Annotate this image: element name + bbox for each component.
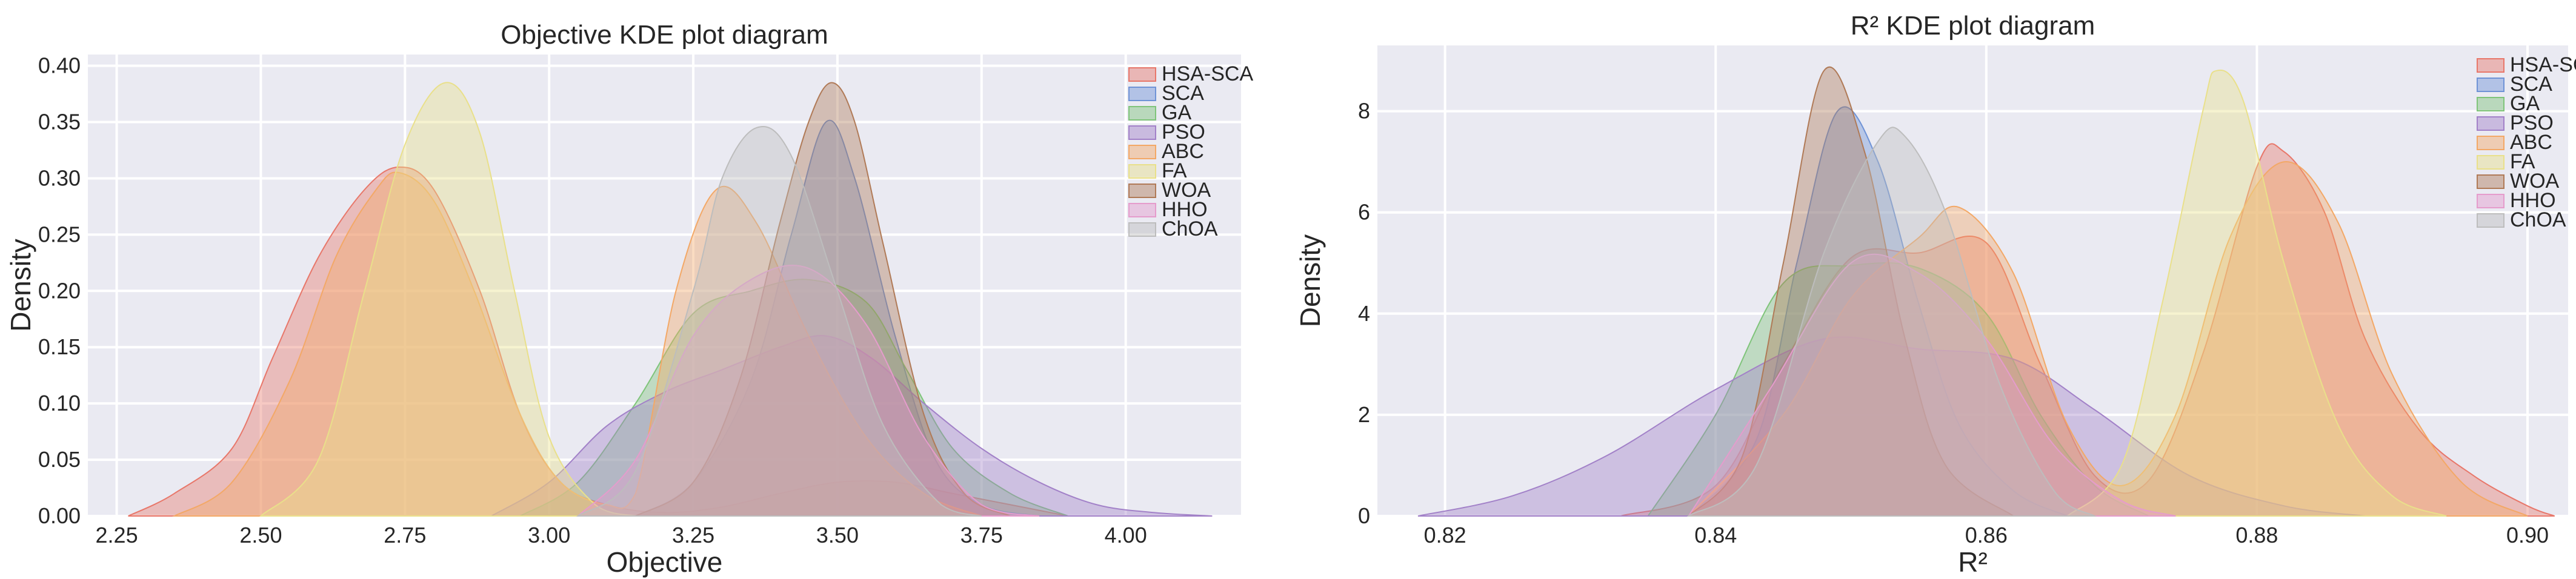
y-tick-label: 0.15 bbox=[38, 334, 81, 359]
legend-swatch-hsa-sca bbox=[1128, 67, 1156, 82]
x-tick-label: 0.86 bbox=[1965, 523, 2008, 548]
chart-title: R² KDE plot diagram bbox=[1851, 11, 2095, 41]
y-tick-label: 0.35 bbox=[38, 110, 81, 134]
legend-label-hsa-sca: HSA-SCA bbox=[2510, 53, 2576, 76]
y-tick-label: 0.05 bbox=[38, 447, 81, 472]
legend-label-abc: ABC bbox=[2510, 131, 2552, 154]
x-tick-label: 0.82 bbox=[1424, 523, 1466, 548]
kde-area-fa bbox=[2066, 69, 2447, 517]
legend-swatch-sca bbox=[2477, 78, 2504, 92]
legend-label-choa: ChOA bbox=[2510, 208, 2566, 231]
kde-area-abc bbox=[172, 171, 982, 517]
legend-label-hho: HHO bbox=[1162, 198, 1208, 221]
legend-label-ga: GA bbox=[2510, 92, 2540, 115]
x-axis-label: R² bbox=[1958, 546, 1988, 578]
kde-area-sca bbox=[1687, 106, 2068, 517]
x-tick-label: 0.88 bbox=[2235, 523, 2278, 548]
plot-background bbox=[1377, 45, 2568, 516]
plot-background bbox=[88, 55, 1241, 516]
y-axis-label: Density bbox=[5, 239, 36, 331]
x-tick-label: 2.50 bbox=[239, 523, 282, 548]
legend-label-pso: PSO bbox=[1162, 121, 1205, 144]
legend-swatch-woa bbox=[1128, 184, 1156, 198]
y-tick-label: 0.40 bbox=[38, 53, 81, 78]
y-tick-label: 2 bbox=[1358, 402, 1370, 427]
x-tick-label: 0.90 bbox=[2506, 523, 2549, 548]
legend-label-pso: PSO bbox=[2510, 111, 2554, 134]
legend-swatch-fa bbox=[2477, 155, 2504, 170]
y-tick-label: 0 bbox=[1358, 503, 1370, 528]
kde-area-ga bbox=[518, 279, 1068, 517]
y-tick-label: 0.00 bbox=[38, 503, 81, 528]
legend-swatch-ga bbox=[2477, 97, 2504, 111]
legend-label-hho: HHO bbox=[2510, 189, 2556, 212]
x-axis-label: Objective bbox=[607, 546, 723, 578]
y-axis-label: Density bbox=[1294, 234, 1326, 327]
kde-area-choa bbox=[576, 125, 982, 517]
x-tick-label: 3.75 bbox=[960, 523, 1003, 548]
legend-label-hsa-sca: HSA-SCA bbox=[1162, 62, 1253, 85]
kde-area-hho bbox=[576, 265, 1040, 517]
legend-label-ga: GA bbox=[1162, 101, 1191, 124]
kde-area-pso bbox=[1417, 336, 2366, 517]
legend-swatch-pso bbox=[2477, 116, 2504, 131]
kde-area-choa bbox=[1686, 127, 2097, 517]
legend-label-woa: WOA bbox=[2510, 170, 2560, 193]
chart-1: 2.25 2.50 2.75 3.00 3.25 3.50 3.75 4.00 0.00 0.05… bbox=[5, 20, 1253, 578]
kde-area-fa bbox=[259, 82, 636, 517]
legend-label-abc: ABC bbox=[1162, 140, 1204, 163]
kde-area-ga bbox=[1646, 262, 2151, 517]
legend-swatch-pso bbox=[1128, 125, 1156, 140]
kde-area-abc bbox=[1687, 161, 2528, 517]
legend-label-sca: SCA bbox=[1162, 82, 1204, 105]
legend-swatch-sca bbox=[1128, 87, 1156, 101]
x-tick-label: 3.25 bbox=[672, 523, 714, 548]
kde-area-pso bbox=[489, 335, 1213, 517]
x-tick-label: 2.25 bbox=[96, 523, 138, 548]
x-tick-label: 0.84 bbox=[1694, 523, 1737, 548]
x-tick-label: 3.00 bbox=[528, 523, 570, 548]
y-tick-label: 0.30 bbox=[38, 165, 81, 190]
legend-swatch-hho bbox=[1128, 203, 1156, 217]
y-tick-label: 4 bbox=[1358, 301, 1370, 326]
legend-label-fa: FA bbox=[1162, 159, 1187, 182]
y-tick-label: 0.20 bbox=[38, 278, 81, 303]
y-tick-label: 0.10 bbox=[38, 391, 81, 415]
x-tick-label: 3.50 bbox=[816, 523, 859, 548]
legend-swatch-hsa-sca bbox=[2477, 58, 2504, 73]
x-tick-label: 4.00 bbox=[1105, 523, 1147, 548]
y-tick-label: 6 bbox=[1358, 200, 1370, 225]
kde-area-hsa-sca bbox=[1620, 143, 2555, 517]
legend-swatch-abc bbox=[1128, 145, 1156, 159]
legend-label-woa: WOA bbox=[1162, 179, 1211, 202]
legend-label-sca: SCA bbox=[2510, 73, 2552, 96]
legend-swatch-choa bbox=[2477, 213, 2504, 228]
legend-swatch-fa bbox=[1128, 164, 1156, 179]
y-tick-label: 8 bbox=[1358, 99, 1370, 124]
y-tick-label: 0.25 bbox=[38, 222, 81, 246]
legend-swatch-ga bbox=[1128, 106, 1156, 121]
legend-swatch-hho bbox=[2477, 194, 2504, 208]
legend-swatch-choa bbox=[1128, 222, 1156, 237]
x-tick-label: 2.75 bbox=[384, 523, 426, 548]
kde-area-woa bbox=[633, 82, 1011, 517]
legend-label-fa: FA bbox=[2510, 150, 2535, 173]
kde-area-sca bbox=[633, 119, 1040, 517]
legend-swatch-abc bbox=[2477, 136, 2504, 150]
kde-area-hho bbox=[1687, 253, 2176, 517]
chart-title: Objective KDE plot diagram bbox=[501, 20, 828, 50]
legend-label-choa: ChOA bbox=[1162, 217, 1218, 240]
chart-2: 0.82 0.84 0.86 0.88 0.90 0 2 4 6 8 R² KDE plot dia… bbox=[1294, 11, 2576, 578]
legend-swatch-woa bbox=[2477, 174, 2504, 189]
